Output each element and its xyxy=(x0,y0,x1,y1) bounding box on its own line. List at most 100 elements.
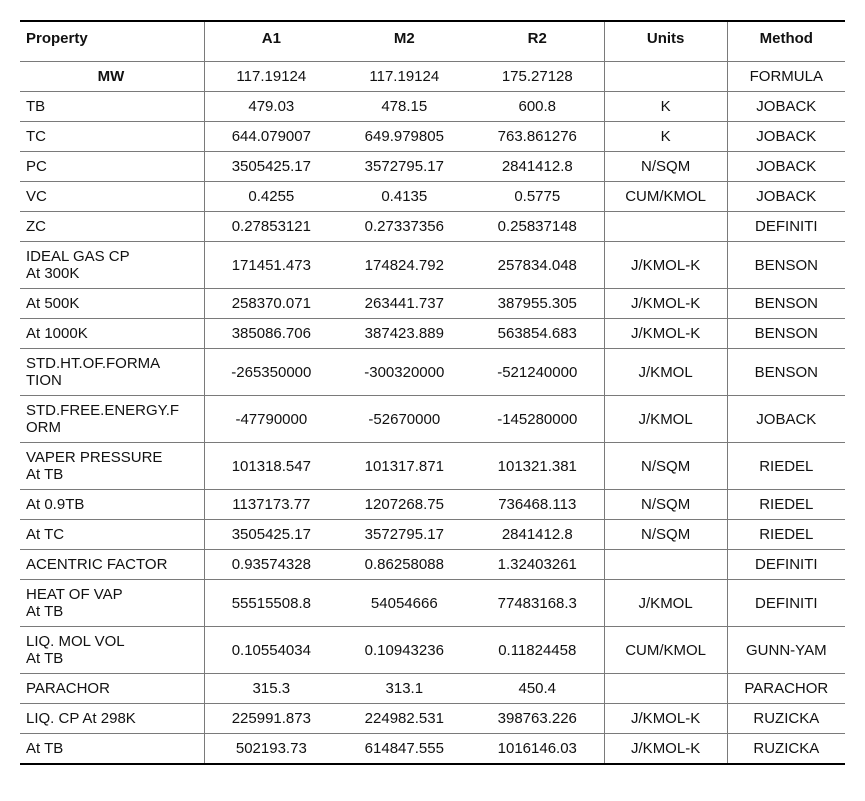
col-a1: A1 xyxy=(204,21,337,62)
cell-m2: 1207268.75 xyxy=(338,490,471,520)
cell-m2: 0.4135 xyxy=(338,182,471,212)
cell-a1: 0.10554034 xyxy=(204,627,337,674)
cell-method: JOBACK xyxy=(727,182,845,212)
table-body: MW117.19124117.19124175.27128FORMULATB47… xyxy=(20,62,845,765)
cell-units: J/KMOL xyxy=(604,580,727,627)
cell-method: BENSON xyxy=(727,319,845,349)
cell-a1: 225991.873 xyxy=(204,704,337,734)
table-row: VAPER PRESSUREAt TB101318.547101317.8711… xyxy=(20,443,845,490)
cell-units: J/KMOL xyxy=(604,349,727,396)
cell-units: N/SQM xyxy=(604,152,727,182)
col-method: Method xyxy=(727,21,845,62)
cell-m2: 117.19124 xyxy=(338,62,471,92)
table-row: At TB502193.73614847.5551016146.03J/KMOL… xyxy=(20,734,845,765)
cell-m2: 0.86258088 xyxy=(338,550,471,580)
table-row: At 1000K385086.706387423.889563854.683J/… xyxy=(20,319,845,349)
cell-property: At 1000K xyxy=(20,319,204,349)
cell-units: N/SQM xyxy=(604,443,727,490)
col-units: Units xyxy=(604,21,727,62)
table-row: At 0.9TB1137173.771207268.75736468.113N/… xyxy=(20,490,845,520)
cell-m2: 649.979805 xyxy=(338,122,471,152)
cell-property: At 500K xyxy=(20,289,204,319)
cell-m2: 313.1 xyxy=(338,674,471,704)
cell-method: RIEDEL xyxy=(727,443,845,490)
cell-method: DEFINITI xyxy=(727,580,845,627)
table-header: Property A1 M2 R2 Units Method xyxy=(20,21,845,62)
cell-property: ZC xyxy=(20,212,204,242)
table-row: VC0.42550.41350.5775CUM/KMOLJOBACK xyxy=(20,182,845,212)
cell-property: STD.HT.OF.FORMATION xyxy=(20,349,204,396)
cell-method: FORMULA xyxy=(727,62,845,92)
table-row: TB479.03478.15600.8KJOBACK xyxy=(20,92,845,122)
cell-r2: 0.11824458 xyxy=(471,627,604,674)
cell-m2: -52670000 xyxy=(338,396,471,443)
cell-method: JOBACK xyxy=(727,92,845,122)
cell-property: TB xyxy=(20,92,204,122)
cell-a1: 1137173.77 xyxy=(204,490,337,520)
cell-method: JOBACK xyxy=(727,122,845,152)
table-row: PC3505425.173572795.172841412.8N/SQMJOBA… xyxy=(20,152,845,182)
cell-r2: 257834.048 xyxy=(471,242,604,289)
table-row: TC644.079007649.979805763.861276KJOBACK xyxy=(20,122,845,152)
cell-units: K xyxy=(604,122,727,152)
table-row: STD.FREE.ENERGY.FORM-47790000-52670000-1… xyxy=(20,396,845,443)
cell-r2: 2841412.8 xyxy=(471,152,604,182)
cell-a1: 3505425.17 xyxy=(204,520,337,550)
cell-property: STD.FREE.ENERGY.FORM xyxy=(20,396,204,443)
cell-property: LIQ. MOL VOLAt TB xyxy=(20,627,204,674)
cell-property: PARACHOR xyxy=(20,674,204,704)
cell-units: J/KMOL-K xyxy=(604,319,727,349)
cell-r2: 398763.226 xyxy=(471,704,604,734)
cell-a1: 171451.473 xyxy=(204,242,337,289)
cell-r2: 2841412.8 xyxy=(471,520,604,550)
cell-property: LIQ. CP At 298K xyxy=(20,704,204,734)
cell-a1: -265350000 xyxy=(204,349,337,396)
cell-a1: 479.03 xyxy=(204,92,337,122)
cell-property: HEAT OF VAPAt TB xyxy=(20,580,204,627)
cell-r2: 77483168.3 xyxy=(471,580,604,627)
cell-property: At TB xyxy=(20,734,204,765)
col-r2: R2 xyxy=(471,21,604,62)
cell-method: RUZICKA xyxy=(727,734,845,765)
cell-a1: 101318.547 xyxy=(204,443,337,490)
cell-r2: 387955.305 xyxy=(471,289,604,319)
cell-property: ACENTRIC FACTOR xyxy=(20,550,204,580)
cell-method: GUNN-YAM xyxy=(727,627,845,674)
cell-r2: 101321.381 xyxy=(471,443,604,490)
cell-property: At 0.9TB xyxy=(20,490,204,520)
cell-a1: 258370.071 xyxy=(204,289,337,319)
table-row: LIQ. MOL VOLAt TB0.105540340.109432360.1… xyxy=(20,627,845,674)
cell-r2: 175.27128 xyxy=(471,62,604,92)
table-row: At TC3505425.173572795.172841412.8N/SQMR… xyxy=(20,520,845,550)
cell-m2: 174824.792 xyxy=(338,242,471,289)
cell-m2: -300320000 xyxy=(338,349,471,396)
cell-m2: 54054666 xyxy=(338,580,471,627)
cell-property: At TC xyxy=(20,520,204,550)
cell-m2: 3572795.17 xyxy=(338,520,471,550)
cell-property: IDEAL GAS CPAt 300K xyxy=(20,242,204,289)
cell-a1: 502193.73 xyxy=(204,734,337,765)
cell-property: VAPER PRESSUREAt TB xyxy=(20,443,204,490)
cell-r2: 0.25837148 xyxy=(471,212,604,242)
cell-method: JOBACK xyxy=(727,152,845,182)
cell-a1: 117.19124 xyxy=(204,62,337,92)
cell-a1: 315.3 xyxy=(204,674,337,704)
cell-method: BENSON xyxy=(727,349,845,396)
cell-method: DEFINITI xyxy=(727,550,845,580)
table-row: MW117.19124117.19124175.27128FORMULA xyxy=(20,62,845,92)
cell-property: PC xyxy=(20,152,204,182)
cell-r2: 736468.113 xyxy=(471,490,604,520)
cell-r2: 600.8 xyxy=(471,92,604,122)
table-row: At 500K258370.071263441.737387955.305J/K… xyxy=(20,289,845,319)
cell-r2: 450.4 xyxy=(471,674,604,704)
cell-units: CUM/KMOL xyxy=(604,627,727,674)
cell-property: TC xyxy=(20,122,204,152)
table-row: IDEAL GAS CPAt 300K171451.473174824.7922… xyxy=(20,242,845,289)
table-row: PARACHOR315.3313.1450.4PARACHOR xyxy=(20,674,845,704)
cell-units: J/KMOL-K xyxy=(604,734,727,765)
cell-a1: 644.079007 xyxy=(204,122,337,152)
cell-units: J/KMOL-K xyxy=(604,289,727,319)
cell-method: BENSON xyxy=(727,242,845,289)
cell-m2: 478.15 xyxy=(338,92,471,122)
table-row: ACENTRIC FACTOR0.935743280.862580881.324… xyxy=(20,550,845,580)
